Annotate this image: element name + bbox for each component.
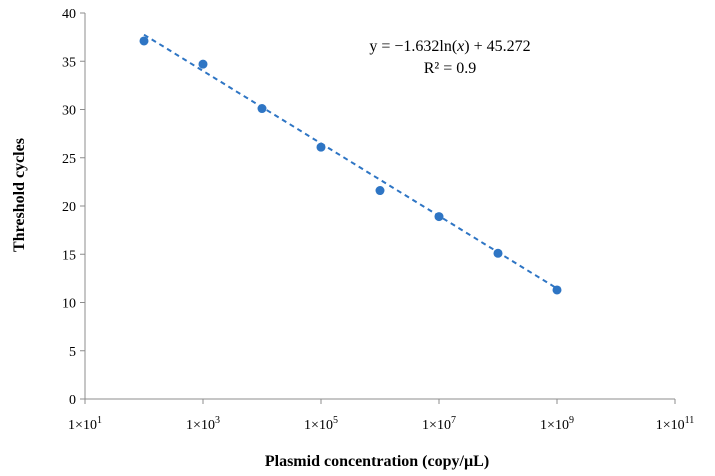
y-tick-label: 0 [69,393,76,408]
y-tick-label: 20 [62,200,76,215]
y-tick-label: 25 [62,152,76,167]
x-tick-label: 1×107 [422,415,456,433]
data-point [375,186,385,196]
data-point [257,104,267,114]
x-tick-label: 1×1011 [656,415,695,433]
trendline-equation: y = −1.632ln(x) + 45.272 [369,38,530,55]
data-point [316,142,326,152]
y-axis: 0 5 10 15 20 25 30 35 40 [62,7,86,408]
data-point [139,36,149,46]
y-tick-label: 40 [62,7,76,22]
equation-part-1: y = −1.632ln( [369,38,457,55]
data-point [493,248,503,258]
y-tick-label: 10 [62,297,76,312]
x-tick-label: 1×101 [68,415,102,433]
y-tick-label: 30 [62,104,76,119]
y-tick-label: 15 [62,248,76,263]
x-tick-label: 1×103 [186,415,220,433]
y-tick-label: 35 [62,55,76,70]
x-axis-title: Plasmid concentration (copy/µL) [265,453,489,470]
x-tick-label: 1×105 [304,415,338,433]
x-tick-label: 1×109 [540,415,574,433]
y-tick-label: 5 [69,345,76,360]
x-axis: 1×101 1×103 1×105 1×107 1×109 1×1011 [68,398,695,433]
r-squared-label: R² = 0.9 [424,60,477,77]
equation-part-2: ) + 45.272 [464,38,530,55]
equation-variable: x [456,38,464,55]
data-points [139,36,562,295]
data-point [434,212,444,222]
data-point [552,285,562,295]
data-point [198,59,208,69]
y-axis-title: Threshold cycles [11,138,28,252]
